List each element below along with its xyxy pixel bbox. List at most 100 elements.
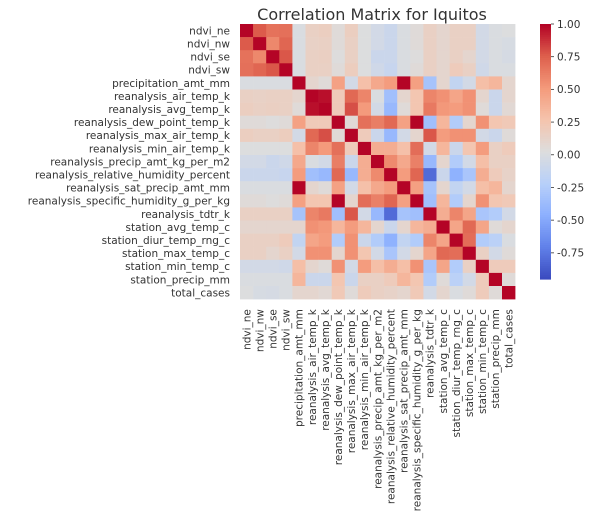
heatmap-cell xyxy=(423,37,437,51)
heatmap-cell xyxy=(449,76,463,90)
heatmap-cell xyxy=(410,115,424,130)
x-tick-label: reanalysis_precip_amt_kg_per_m2 xyxy=(372,309,384,489)
colorbar-segment xyxy=(540,126,551,129)
x-tick-label: reanalysis_relative_humidity_percent xyxy=(385,309,397,504)
heatmap-cell xyxy=(488,50,503,64)
colorbar-segment xyxy=(540,68,551,72)
heatmap-cell xyxy=(397,233,411,247)
heatmap-cell xyxy=(410,89,424,103)
colorbar-segment xyxy=(540,211,551,214)
heatmap-cell xyxy=(240,246,254,261)
colorbar-segment xyxy=(540,24,551,27)
colorbar-segment xyxy=(540,143,551,146)
heatmap-cell xyxy=(253,246,267,261)
colorbar-segment xyxy=(540,45,551,48)
colorbar-segment xyxy=(540,259,551,263)
heatmap-cell xyxy=(357,128,372,143)
heatmap-cell xyxy=(305,37,319,51)
heatmap-cell xyxy=(344,37,359,51)
heatmap-cell xyxy=(344,89,359,103)
heatmap-cell xyxy=(292,141,306,156)
x-tick-label: precipitation_amt_mm xyxy=(294,309,306,427)
colorbar-segment xyxy=(540,92,551,95)
heatmap-cell xyxy=(318,24,332,38)
heatmap-cell xyxy=(462,272,477,287)
heatmap-cell xyxy=(449,128,463,143)
heatmap-cell xyxy=(318,246,332,261)
colorbar-segment xyxy=(540,251,551,255)
colorbar-segment xyxy=(540,55,551,59)
heatmap-cell xyxy=(371,259,385,274)
colorbar-segment xyxy=(540,185,551,189)
heatmap-cell xyxy=(410,50,424,64)
heatmap-cell xyxy=(488,24,503,38)
heatmap-cell xyxy=(384,220,398,234)
heatmap-cell xyxy=(462,63,477,77)
heatmap-cell xyxy=(475,141,490,156)
colorbar-segment xyxy=(540,132,551,136)
heatmap-cell xyxy=(410,155,424,169)
colorbar-segment xyxy=(540,232,551,235)
colorbar-segment xyxy=(540,100,551,104)
heatmap-cell xyxy=(344,207,359,221)
heatmap-cell xyxy=(292,207,306,221)
heatmap-cell xyxy=(357,115,372,130)
heatmap-cell xyxy=(488,207,503,221)
heatmap-cell xyxy=(371,50,385,64)
heatmap-cell xyxy=(253,128,267,143)
heatmap-cell xyxy=(449,181,463,195)
colorbar-segment xyxy=(540,49,551,53)
colorbar-segment xyxy=(540,102,551,106)
colorbar-segment xyxy=(540,181,551,184)
heatmap-cell xyxy=(318,63,332,77)
x-tick-label: ndvi_se xyxy=(268,309,280,349)
heatmap-cell xyxy=(502,102,516,116)
colorbar-segment xyxy=(540,38,551,42)
heatmap-cell xyxy=(266,128,280,143)
heatmap-cell xyxy=(423,102,437,116)
heatmap-cell xyxy=(371,76,385,90)
heatmap-cell xyxy=(253,115,267,130)
heatmap-cell xyxy=(240,89,254,103)
colorbar-segment xyxy=(540,257,551,261)
heatmap-cell xyxy=(488,141,503,156)
colorbar-segment xyxy=(540,96,551,99)
heatmap-cell xyxy=(266,50,280,64)
colorbar-segment xyxy=(540,47,551,51)
heatmap-cell xyxy=(475,89,490,103)
x-tick-label: ndvi_nw xyxy=(254,309,266,352)
heatmap-cell xyxy=(318,37,332,51)
heatmap-cell xyxy=(384,50,398,64)
heatmap-cell xyxy=(279,246,293,261)
heatmap-cell xyxy=(397,128,411,143)
colorbar-segment xyxy=(540,58,551,61)
heatmap-cell xyxy=(240,207,254,221)
heatmap-cell xyxy=(318,155,332,169)
heatmap-cell xyxy=(449,259,463,274)
heatmap-cell xyxy=(240,63,254,77)
heatmap-cell xyxy=(397,194,411,208)
heatmap-cell xyxy=(410,128,424,143)
colorbar-segment xyxy=(540,189,551,193)
colorbar-segment xyxy=(540,106,551,110)
heatmap-cell xyxy=(436,181,450,195)
colorbar-segment xyxy=(540,183,551,187)
heatmap-cell xyxy=(253,24,267,38)
colorbar-segment xyxy=(540,225,551,229)
heatmap-cell xyxy=(436,141,450,156)
heatmap-cell xyxy=(384,63,398,77)
heatmap-cell xyxy=(253,286,267,300)
heatmap-cell xyxy=(357,76,372,90)
heatmap-cell xyxy=(279,272,293,287)
colorbar-segment xyxy=(540,238,551,242)
heatmap-cell xyxy=(436,155,450,169)
colorbar-segment xyxy=(540,247,551,250)
y-tick-label: total_cases xyxy=(171,287,230,299)
heatmap-cell xyxy=(331,220,346,234)
heatmap-cell xyxy=(449,207,463,221)
heatmap-cell xyxy=(279,63,293,77)
colorbar-segment xyxy=(540,179,551,182)
heatmap-cell xyxy=(462,37,477,51)
heatmap-cell xyxy=(423,50,437,64)
colorbar-segment xyxy=(540,253,551,257)
